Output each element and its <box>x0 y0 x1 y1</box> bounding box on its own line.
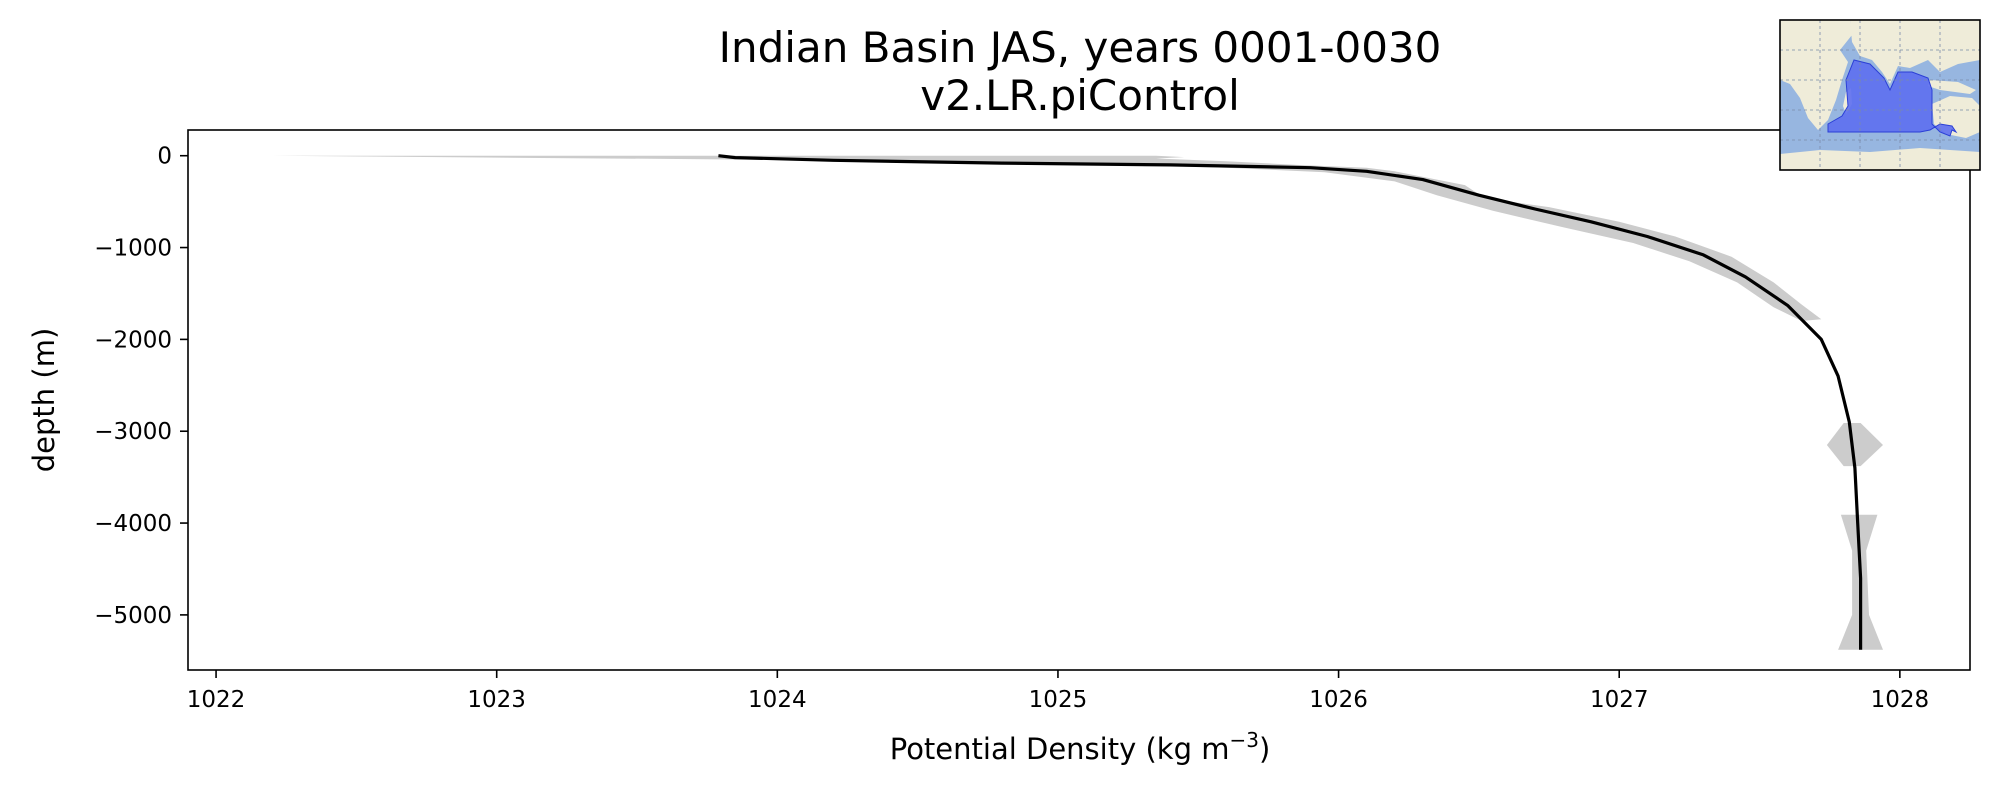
y-tick-label: −1000 <box>94 236 172 262</box>
map-graticule <box>1780 20 1980 170</box>
y-tick-label: −5000 <box>94 603 172 629</box>
spread-band-0 <box>272 155 1822 321</box>
x-axis-ticks: 1022 1023 1024 1025 1026 1027 1028 <box>187 670 1929 713</box>
map-land-africa <box>1780 20 1852 130</box>
x-tick-label: 1027 <box>1590 687 1649 713</box>
y-tick-label: −3000 <box>94 419 172 445</box>
plot-frame <box>187 129 1971 671</box>
x-tick-label: 1024 <box>748 687 807 713</box>
x-tick-label: 1022 <box>187 687 246 713</box>
y-axis-label: depth (m) <box>27 328 61 473</box>
y-tick-label: −2000 <box>94 327 172 353</box>
map-land-indonesia <box>1928 80 1976 94</box>
x-axis-label: Potential Density (kg m−3) <box>890 728 1271 766</box>
y-axis-ticks: 0 −1000 −2000 −3000 −4000 −5000 <box>94 144 188 629</box>
chart-subtitle: v2.LR.piControl <box>920 71 1240 120</box>
x-axis-label-main: Potential Density (kg m <box>890 732 1230 766</box>
map-land-asia <box>1850 20 1980 84</box>
x-tick-label: 1023 <box>467 687 526 713</box>
x-axis-label-exponent: −3 <box>1229 728 1258 752</box>
spread-band-1 <box>1826 423 1883 467</box>
map-land-antarctica <box>1780 148 1980 170</box>
inset-region-map <box>1779 19 1981 171</box>
map-frame <box>1779 19 1981 171</box>
y-tick-label: −4000 <box>94 511 172 537</box>
spread-bands <box>272 155 1883 650</box>
x-tick-label: 1028 <box>1871 687 1930 713</box>
x-tick-label: 1025 <box>1029 687 1088 713</box>
x-axis-label-suffix: ) <box>1259 732 1270 766</box>
y-tick-label: 0 <box>157 144 172 170</box>
x-tick-label: 1026 <box>1309 687 1368 713</box>
mean-profile-line <box>718 154 1863 650</box>
chart-title: Indian Basin JAS, years 0001-0030 <box>719 23 1442 72</box>
